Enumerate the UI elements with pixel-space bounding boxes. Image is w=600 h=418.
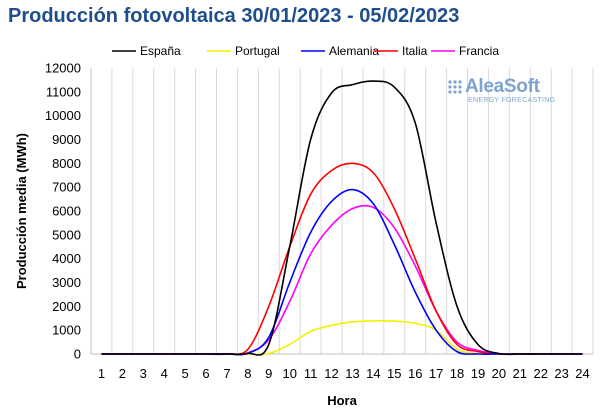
x-tick-label: 24 (575, 366, 589, 381)
x-axis-ticks: 1 2 3 4 5 6 7 8 9 10 11 12 13 14 15 16 17 18 19 20 21 22 23 24 (98, 366, 590, 381)
y-tick-label: 4000 (52, 251, 81, 266)
logo-brand: AleaSoft (465, 76, 540, 97)
y-tick-label: 5000 (52, 227, 81, 242)
x-tick-label: 8 (244, 366, 251, 381)
chart-title: Producción fotovoltaica 30/01/2023 - 05/… (8, 5, 460, 27)
x-tick-label: 9 (265, 366, 272, 381)
y-tick-label: 9000 (52, 132, 81, 147)
y-tick-label: 6000 (52, 204, 81, 219)
x-tick-label: 23 (554, 366, 568, 381)
x-tick-label: 15 (387, 366, 401, 381)
y-tick-label: 12000 (45, 61, 81, 76)
x-tick-label: 22 (533, 366, 547, 381)
y-tick-label: 8000 (52, 156, 81, 171)
series-lines (101, 80, 583, 356)
y-tick-label: 1000 (52, 323, 81, 338)
series-line-españa (101, 80, 583, 356)
y-axis-label: Producción media (MWh) (14, 133, 29, 289)
y-tick-label: 10000 (45, 108, 81, 123)
y-axis-ticks: 0 1000 2000 3000 4000 5000 6000 7000 8000 9000 100… (45, 61, 81, 362)
y-tick-label: 2000 (52, 299, 81, 314)
x-tick-label: 14 (366, 366, 380, 381)
x-tick-label: 1 (98, 366, 105, 381)
x-axis-label: Hora (327, 393, 357, 408)
legend-label-portugal: Portugal (235, 44, 280, 58)
x-tick-label: 13 (345, 366, 359, 381)
legend: España Portugal Alemania Italia Francia (112, 44, 499, 58)
y-tick-label: 0 (74, 347, 81, 362)
logo-dots-icon (448, 80, 462, 99)
legend-label-españa: España (140, 44, 181, 58)
x-tick-label: 12 (324, 366, 338, 381)
x-tick-label: 19 (471, 366, 485, 381)
y-tick-label: 3000 (52, 275, 81, 290)
x-tick-label: 10 (282, 366, 296, 381)
x-tick-label: 6 (202, 366, 209, 381)
gridlines (90, 68, 594, 354)
aleasoft-logo: AleaSoft ENERGY FORECASTING (448, 76, 555, 104)
x-tick-label: 18 (450, 366, 464, 381)
x-tick-label: 4 (161, 366, 168, 381)
x-tick-label: 21 (513, 366, 527, 381)
legend-label-alemania: Alemania (329, 44, 379, 58)
x-tick-label: 7 (223, 366, 230, 381)
legend-label-italia: Italia (402, 44, 428, 58)
logo-tagline: ENERGY FORECASTING (468, 97, 556, 104)
y-tick-label: 11000 (46, 84, 81, 99)
x-tick-label: 20 (492, 366, 506, 381)
x-tick-label: 16 (408, 366, 422, 381)
x-tick-label: 11 (304, 366, 318, 381)
legend-label-francia: Francia (459, 44, 499, 58)
x-tick-label: 3 (140, 366, 147, 381)
x-tick-label: 2 (119, 366, 126, 381)
x-tick-label: 5 (182, 366, 189, 381)
x-tick-label: 17 (429, 366, 443, 381)
y-tick-label: 7000 (52, 180, 81, 195)
